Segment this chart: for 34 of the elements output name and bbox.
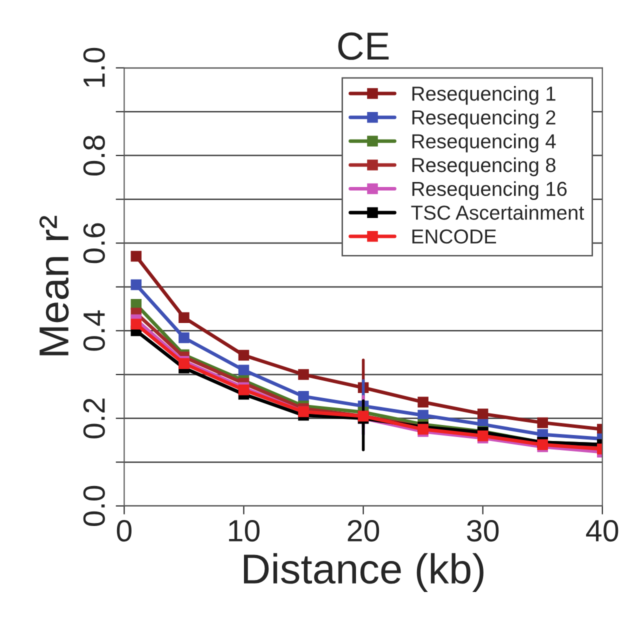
legend-label: TSC Ascertainment: [411, 205, 584, 220]
x-tick-label: 10: [229, 520, 260, 542]
chart-title: CE: [338, 32, 389, 60]
y-tick-label: 0.8: [83, 136, 105, 176]
x-tick-label: 40: [586, 520, 618, 542]
y-tick-label: 1.0: [83, 48, 105, 87]
y-axis-title: Mean r²: [39, 216, 69, 356]
legend-label: Resequencing 16: [412, 181, 567, 200]
legend-label: Resequencing 8: [412, 157, 556, 176]
x-axis-title: Distance (kb): [244, 553, 484, 592]
point: [418, 396, 428, 408]
point: [178, 332, 190, 344]
point: [418, 424, 428, 435]
point: [238, 364, 250, 376]
point: [477, 408, 488, 420]
point: [537, 417, 548, 428]
y-tick-label: 0.6: [83, 223, 105, 264]
point: [298, 369, 309, 380]
point: [130, 318, 142, 330]
y-tick-label: 0.4: [83, 310, 105, 351]
x-tick-label: 30: [467, 520, 499, 542]
legend-label: ENCODE: [412, 229, 496, 244]
y-tick-label: 0.2: [83, 398, 105, 438]
point: [130, 279, 142, 290]
legend-label: Resequencing 1: [412, 86, 556, 105]
point: [178, 312, 190, 323]
point: [130, 250, 142, 262]
y-tick-label: 0.0: [83, 486, 105, 526]
point: [298, 391, 309, 402]
x-tick-label: 20: [348, 520, 380, 542]
x-tick-label: 0: [116, 520, 132, 542]
legend-label: Resequencing 4: [412, 134, 556, 152]
legend-label: Resequencing 2: [412, 110, 556, 129]
point: [238, 350, 250, 361]
